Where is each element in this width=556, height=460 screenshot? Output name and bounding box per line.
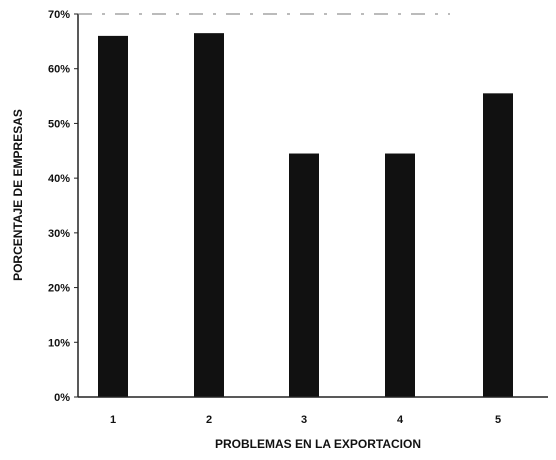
x-tick-label: 4 xyxy=(397,414,404,426)
y-tick-label: 20% xyxy=(48,283,70,295)
bar-4 xyxy=(385,153,415,397)
y-tick-label: 60% xyxy=(48,64,70,76)
x-axis-title: PROBLEMAS EN LA EXPORTACION xyxy=(215,437,421,451)
bar-1 xyxy=(98,35,128,398)
y-tick-label: 70% xyxy=(48,9,70,21)
y-tick-label: 10% xyxy=(48,337,70,349)
x-tick-label: 2 xyxy=(206,414,212,426)
x-tick-label: 5 xyxy=(495,414,501,426)
y-tick-label: 50% xyxy=(48,118,70,130)
y-axis-title: PORCENTAJE DE EMPRESAS xyxy=(11,109,25,281)
y-tick-label: 30% xyxy=(48,228,70,240)
y-tick-label: 0% xyxy=(54,392,70,404)
y-ticks-group: 0% 10% 20% 30% 40% 50% 60% 70% xyxy=(48,9,78,404)
bars-group xyxy=(98,33,513,398)
bar-2 xyxy=(194,33,224,398)
x-ticks-group: 1 2 3 4 5 xyxy=(110,414,501,426)
bar-5 xyxy=(483,93,513,397)
y-tick-label: 40% xyxy=(48,173,70,185)
plot-area: 0% 10% 20% 30% 40% 50% 60% 70% 1 2 3 4 5 xyxy=(48,9,548,426)
x-tick-label: 1 xyxy=(110,414,116,426)
x-tick-label: 3 xyxy=(301,414,307,426)
bar-3 xyxy=(289,153,319,397)
